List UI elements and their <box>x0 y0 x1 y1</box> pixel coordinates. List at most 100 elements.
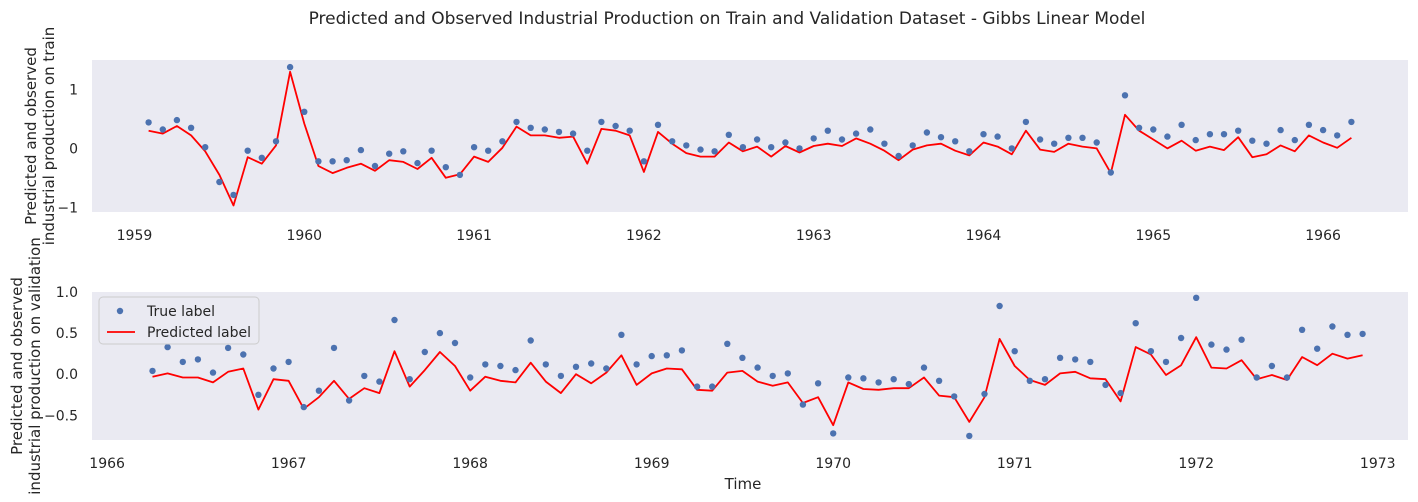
y-axis-label: industrial production on validation <box>26 237 44 494</box>
plot-area <box>92 60 1408 212</box>
true-point <box>935 377 943 384</box>
true-point <box>996 302 1003 310</box>
true-point <box>669 138 676 145</box>
true-point <box>678 347 686 354</box>
true-point <box>569 130 577 137</box>
x-tick-label: 1966 <box>89 456 125 472</box>
x-tick-label: 1965 <box>1135 228 1171 244</box>
x-tick-label: 1962 <box>626 228 662 244</box>
legend-marker-true <box>116 307 124 315</box>
true-point <box>830 430 837 437</box>
true-point <box>784 370 791 377</box>
true-point <box>1036 136 1044 143</box>
true-point <box>527 124 534 131</box>
true-point <box>414 159 421 167</box>
true-point <box>436 329 444 337</box>
true-point <box>875 379 882 386</box>
true-point <box>782 139 789 146</box>
true-point <box>164 343 171 351</box>
true-point <box>994 133 1001 140</box>
x-tick-label: 1973 <box>1360 456 1396 472</box>
true-point <box>300 403 307 411</box>
x-tick-label: 1969 <box>634 456 670 472</box>
figure-title: Predicted and Observed Industrial Produc… <box>309 9 1146 29</box>
true-point <box>683 142 690 149</box>
validation-chart: 1966 1967 1968 1969 1970 1971 1972 1973 −0.5 0.0 0… <box>8 237 1408 495</box>
y-axis-label: Predicted and observed <box>8 277 26 455</box>
true-point <box>173 116 181 124</box>
x-tick-label: 1968 <box>452 456 488 472</box>
true-point <box>485 147 492 154</box>
y-axis-label: Predicted and observed <box>22 47 40 225</box>
true-point <box>1079 134 1086 141</box>
true-point <box>357 146 365 154</box>
x-tick-label: 1971 <box>997 456 1033 472</box>
true-point <box>1102 381 1109 389</box>
true-point <box>406 376 413 383</box>
true-point <box>1093 139 1100 146</box>
true-point <box>1253 374 1260 381</box>
true-point <box>966 148 973 155</box>
x-tick-label: 1959 <box>117 228 153 244</box>
true-point <box>1277 126 1284 134</box>
true-point <box>1192 136 1199 144</box>
true-point <box>149 367 156 375</box>
true-point <box>598 118 605 126</box>
y-tick-label: 0.0 <box>56 367 78 383</box>
true-point <box>1359 330 1366 338</box>
y-tick-label: −0.5 <box>44 408 78 424</box>
true-point <box>467 374 474 381</box>
true-point <box>725 131 732 138</box>
true-point <box>724 340 731 347</box>
true-point <box>557 372 565 380</box>
true-point <box>618 331 625 338</box>
true-point <box>799 401 807 408</box>
true-point <box>270 365 277 372</box>
true-point <box>1011 348 1018 355</box>
x-tick-label: 1970 <box>815 456 851 472</box>
true-point <box>1249 137 1256 144</box>
train-chart: 1959 1960 1961 1962 1963 1964 1965 1966 −1 0 1 Pred… <box>22 27 1408 245</box>
true-point <box>1065 134 1072 141</box>
true-point <box>1235 127 1242 134</box>
true-point <box>391 316 398 324</box>
x-tick-label: 1972 <box>1178 456 1214 472</box>
true-point <box>513 118 520 126</box>
true-point <box>470 144 478 151</box>
true-point <box>361 372 368 380</box>
true-point <box>315 387 323 394</box>
true-point <box>451 339 459 347</box>
true-point <box>187 124 195 131</box>
true-point <box>315 158 322 165</box>
true-point <box>145 119 152 126</box>
true-point <box>1177 334 1185 342</box>
true-point <box>796 145 803 152</box>
true-point <box>555 128 563 136</box>
true-point <box>909 142 916 149</box>
true-point <box>626 127 633 134</box>
true-point <box>1087 358 1094 366</box>
x-tick-label: 1963 <box>796 228 832 244</box>
true-point <box>1164 133 1171 140</box>
true-point <box>1319 126 1327 134</box>
true-point <box>1051 140 1058 147</box>
true-point <box>824 127 831 134</box>
true-point <box>255 391 262 398</box>
true-point <box>739 144 747 151</box>
true-point <box>693 383 701 390</box>
legend: True label Predicted label <box>98 296 260 345</box>
true-point <box>769 372 776 380</box>
true-point <box>905 380 912 388</box>
y-tick-label: 0 <box>69 141 78 157</box>
plot-area <box>92 292 1408 440</box>
x-tick-label: 1960 <box>286 228 322 244</box>
y-tick-label: −1 <box>57 200 78 216</box>
x-tick-label: 1961 <box>456 228 492 244</box>
true-point <box>937 134 945 141</box>
legend-entry-label: Predicted label <box>147 325 251 341</box>
true-point <box>527 337 534 344</box>
true-point <box>1291 136 1299 144</box>
true-point <box>709 383 716 390</box>
true-point <box>258 154 265 161</box>
true-point <box>845 374 852 381</box>
